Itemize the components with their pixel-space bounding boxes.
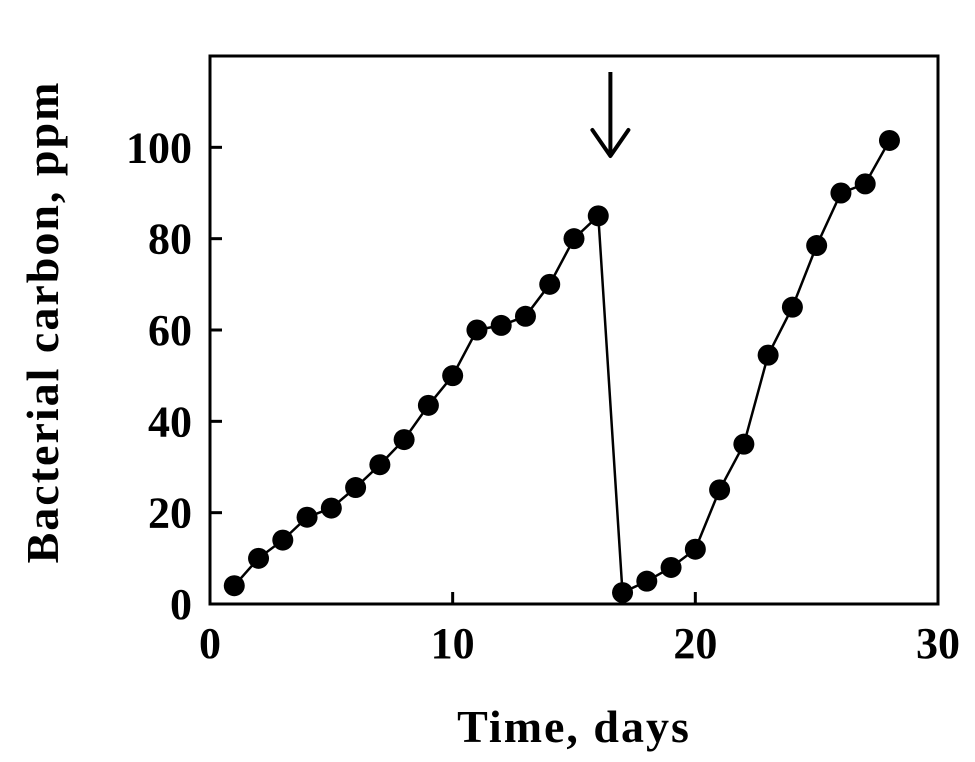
data-point [684, 538, 706, 560]
data-point [393, 429, 415, 451]
data-point [223, 575, 245, 597]
y-tick-label: 80 [148, 215, 192, 264]
data-point [272, 529, 294, 551]
data-point [296, 506, 318, 528]
x-tick-label: 30 [916, 619, 960, 668]
y-axis-ticks: 0 20 40 60 80 100 [126, 123, 222, 629]
data-point [660, 556, 682, 578]
data-point [248, 547, 270, 569]
x-tick-label: 20 [673, 619, 717, 668]
data-point [878, 129, 900, 151]
data-point [417, 394, 439, 416]
annotations [590, 72, 631, 158]
data-point [636, 570, 658, 592]
data-point [806, 235, 828, 257]
data-point [320, 497, 342, 519]
data-point [563, 228, 585, 250]
series-line [233, 139, 891, 595]
data-point [854, 173, 876, 195]
y-tick-label: 40 [148, 397, 192, 446]
data-point [539, 273, 561, 295]
data-point [757, 344, 779, 366]
data-point [442, 365, 464, 387]
data-point [709, 479, 731, 501]
plot-frame [208, 54, 940, 606]
data-point [466, 319, 488, 341]
data-point [830, 182, 852, 204]
data-point [514, 305, 536, 327]
data-point [733, 433, 755, 455]
y-tick-label: 0 [170, 580, 192, 629]
data-point [781, 296, 803, 318]
data-point [490, 314, 512, 336]
y-tick-label: 20 [148, 489, 192, 538]
data-point [587, 205, 609, 227]
data-points [223, 129, 900, 604]
y-tick-label: 100 [126, 123, 192, 172]
data-point [369, 454, 391, 476]
y-axis-title: Bacterial carbon, ppm [17, 81, 68, 564]
data-point [345, 477, 367, 499]
data-point [612, 582, 634, 604]
x-tick-label: 10 [431, 619, 475, 668]
x-tick-label: 0 [199, 619, 221, 668]
y-tick-label: 60 [148, 306, 192, 355]
down-arrow-icon [590, 72, 631, 158]
x-axis-title: Time, days [457, 701, 691, 752]
x-axis-ticks: 0 10 20 30 [199, 592, 960, 668]
